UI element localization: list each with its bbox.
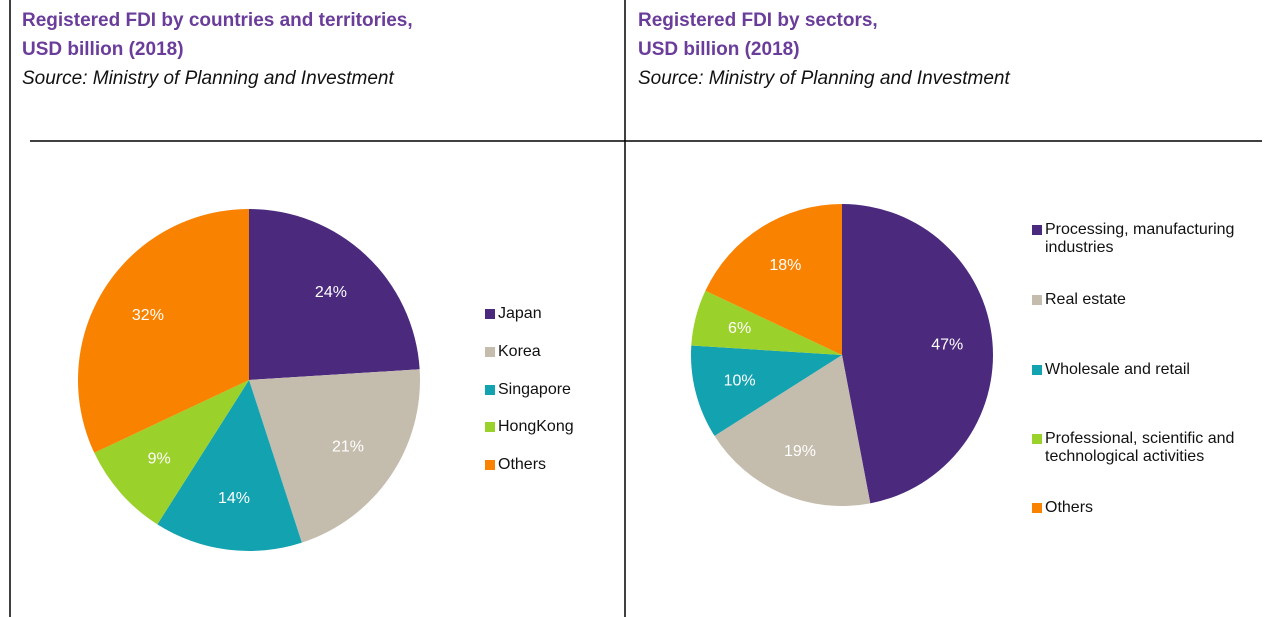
legend-entry: Professional, scientific and technologic… bbox=[1032, 430, 1244, 466]
legend-swatch bbox=[1032, 365, 1042, 375]
pie-slice bbox=[691, 345, 842, 436]
pie-slice bbox=[157, 380, 302, 551]
legend-entry: Processing, manufacturing industries bbox=[1032, 221, 1244, 257]
legend-swatch bbox=[485, 460, 495, 470]
chart-title: Registered FDI by sectors, bbox=[638, 10, 878, 31]
legend-swatch bbox=[1032, 225, 1042, 235]
legend-swatch bbox=[485, 309, 495, 319]
legend-label: Others bbox=[1045, 499, 1094, 516]
data-label: 47% bbox=[931, 336, 963, 353]
data-label: 6% bbox=[728, 320, 751, 337]
legend-entry: HongKong bbox=[485, 418, 685, 436]
data-label: 19% bbox=[784, 443, 816, 460]
data-label: 14% bbox=[218, 490, 250, 507]
pie-slice bbox=[77, 209, 250, 453]
legend-entry: Korea bbox=[485, 343, 685, 361]
legend-entry: Others bbox=[485, 456, 685, 474]
legend-swatch bbox=[1032, 295, 1042, 305]
legend-label: HongKong bbox=[498, 418, 574, 435]
pie-slice bbox=[842, 204, 993, 504]
chart-source: Source: Ministry of Planning and Investm… bbox=[22, 68, 394, 89]
data-label: 18% bbox=[769, 257, 801, 274]
legend-label: Wholesale and retail bbox=[1045, 361, 1190, 378]
pie-slice bbox=[249, 209, 420, 380]
legend-label: Japan bbox=[498, 305, 542, 322]
legend-label: Korea bbox=[498, 343, 541, 360]
legend-swatch bbox=[485, 347, 495, 357]
legend-label: Others bbox=[498, 456, 547, 473]
chart-header: Registered FDI by countries and territor… bbox=[22, 6, 413, 93]
chart-title: USD billion (2018) bbox=[638, 39, 800, 60]
data-label: 24% bbox=[315, 284, 347, 301]
pie-slice bbox=[714, 355, 871, 506]
legend-label: Processing, manufacturing industries bbox=[1045, 221, 1235, 256]
pie-slice bbox=[94, 380, 250, 525]
pie-slice bbox=[705, 204, 842, 355]
legend-swatch bbox=[485, 385, 495, 395]
data-label: 32% bbox=[132, 307, 164, 324]
chart-title: Registered FDI by countries and territor… bbox=[22, 10, 413, 31]
chart-title: USD billion (2018) bbox=[22, 39, 184, 60]
pie-slice bbox=[249, 369, 420, 543]
data-label: 21% bbox=[332, 439, 364, 456]
chart-header: Registered FDI by sectors, USD billion (2… bbox=[638, 6, 1010, 93]
legend-entry: Wholesale and retail bbox=[1032, 361, 1244, 379]
data-label: 10% bbox=[724, 373, 756, 390]
legend-label: Real estate bbox=[1045, 291, 1126, 308]
legend-entry: Singapore bbox=[485, 381, 685, 399]
legend-swatch bbox=[485, 422, 495, 432]
legend-label: Professional, scientific and technologic… bbox=[1045, 430, 1235, 465]
pie-slice bbox=[691, 290, 842, 355]
legend-swatch bbox=[1032, 503, 1042, 513]
legend-entry: Others bbox=[1032, 499, 1244, 517]
legend-entry: Real estate bbox=[1032, 291, 1244, 309]
legend-label: Singapore bbox=[498, 381, 571, 398]
legend-entry: Japan bbox=[485, 305, 685, 323]
chart-source: Source: Ministry of Planning and Investm… bbox=[638, 68, 1010, 89]
data-label: 9% bbox=[148, 450, 171, 467]
legend-swatch bbox=[1032, 434, 1042, 444]
